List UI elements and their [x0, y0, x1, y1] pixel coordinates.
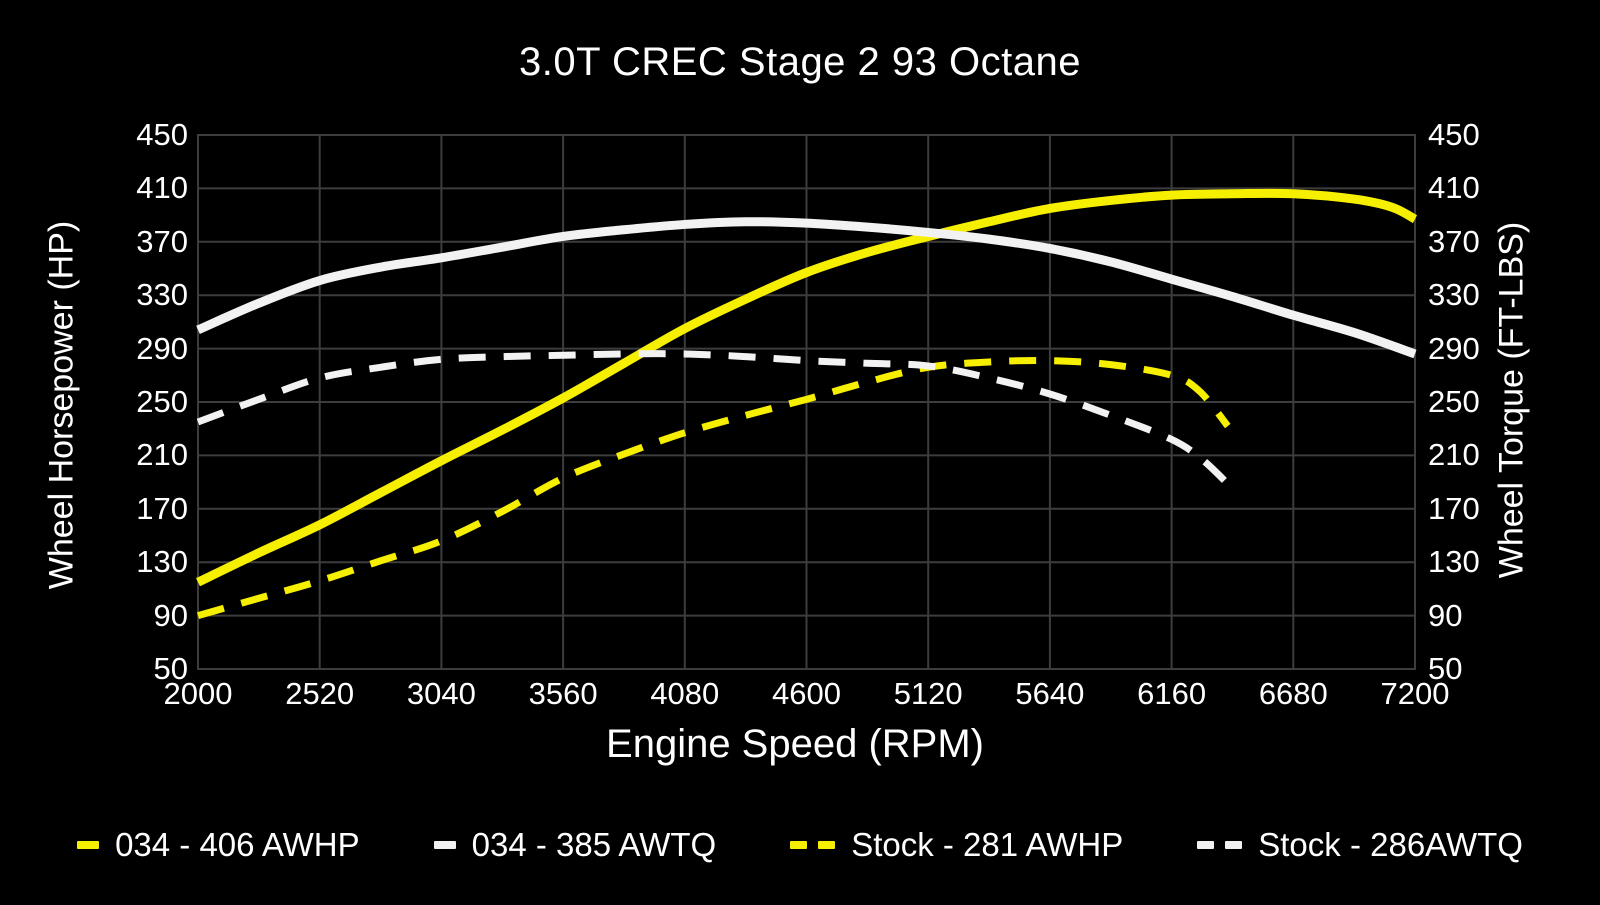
y-right-tick-90: 90 — [1428, 597, 1463, 633]
legend-item-034-406-awhp: 034 - 406 AWHP — [77, 826, 360, 864]
dashed-line-swatch-icon — [1197, 841, 1243, 849]
legend-label: Stock - 286AWTQ — [1258, 826, 1523, 863]
curve-034-385-awtq — [196, 217, 1417, 359]
chart-legend: 034 - 406 AWHP 034 - 385 AWTQ Stock - 281 … — [0, 826, 1600, 864]
x-tick-2000: 2000 — [163, 676, 233, 711]
solid-line-swatch-icon — [433, 841, 456, 849]
y-left-tick-410: 410 — [136, 170, 188, 206]
x-tick-5120: 5120 — [893, 676, 963, 711]
curve-stock-286awtq — [196, 350, 1233, 489]
y-left-tick-250: 250 — [136, 384, 188, 419]
x-tick-3040: 3040 — [406, 676, 476, 711]
y-left-tick-290: 290 — [136, 330, 188, 366]
x-tick-3560: 3560 — [528, 676, 598, 711]
y-left-tick-210: 210 — [136, 437, 188, 473]
solid-line-swatch-icon — [77, 841, 100, 849]
y-right-tick-330: 330 — [1428, 277, 1480, 313]
x-tick-6160: 6160 — [1137, 676, 1207, 711]
y-left-tick-130: 130 — [136, 544, 188, 580]
y-right-tick-250: 250 — [1428, 384, 1480, 419]
legend-item-stock-286awtq: Stock - 286AWTQ — [1197, 826, 1523, 864]
dashed-line-swatch-icon — [790, 841, 836, 849]
curve-stock-281-awhp — [197, 356, 1231, 619]
x-tick-4080: 4080 — [650, 676, 720, 711]
curve-034-406-awhp — [196, 188, 1418, 587]
x-tick-2520: 2520 — [285, 676, 355, 711]
y-right-tick-170: 170 — [1428, 490, 1480, 526]
x-tick-4600: 4600 — [772, 676, 841, 711]
y-right-tick-370: 370 — [1428, 223, 1480, 259]
y-axis-left-title: Wheel Horsepower (HP) — [42, 220, 81, 590]
legend-label: 034 - 385 AWTQ — [471, 826, 717, 863]
y-left-tick-50: 50 — [153, 651, 188, 686]
legend-item-034-385-awtq: 034 - 385 AWTQ — [433, 826, 717, 864]
x-axis-title: Engine Speed (RPM) — [606, 722, 984, 766]
y-left-tick-330: 330 — [136, 277, 188, 313]
x-tick-6680: 6680 — [1258, 676, 1328, 711]
y-right-tick-210: 210 — [1428, 437, 1480, 473]
plot-border — [197, 134, 1416, 670]
y-right-tick-290: 290 — [1428, 330, 1480, 366]
y-right-tick-450: 450 — [1428, 117, 1480, 152]
x-tick-5640: 5640 — [1015, 676, 1085, 711]
y-left-tick-450: 450 — [136, 117, 188, 152]
legend-label: Stock - 281 AWHP — [851, 826, 1124, 863]
legend-item-stock-281-awhp: Stock - 281 AWHP — [790, 826, 1123, 864]
y-right-tick-410: 410 — [1428, 170, 1480, 206]
y-right-tick-130: 130 — [1428, 544, 1480, 580]
y-left-tick-90: 90 — [153, 597, 188, 633]
y-left-tick-170: 170 — [136, 490, 188, 526]
y-right-tick-50: 50 — [1428, 651, 1463, 686]
chart-title: 3.0T CREC Stage 2 93 Octane — [519, 40, 1081, 84]
y-left-tick-370: 370 — [136, 223, 188, 259]
x-tick-7200: 7200 — [1380, 676, 1450, 711]
y-axis-right-title: Wheel Torque (FT-LBS) — [1492, 221, 1531, 579]
legend-label: 034 - 406 AWHP — [115, 826, 360, 863]
